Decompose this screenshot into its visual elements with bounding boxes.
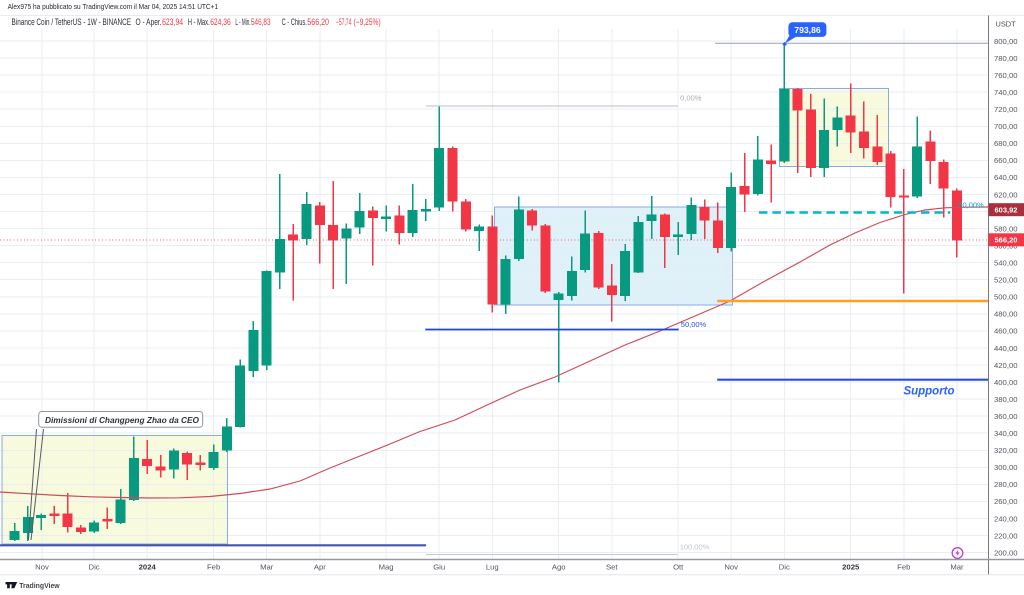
svg-text:(−9,25%): (−9,25%) — [354, 17, 381, 27]
svg-text:420,00: 420,00 — [994, 361, 1018, 370]
svg-text:−57,74: −57,74 — [336, 17, 352, 27]
svg-text:640,00: 640,00 — [994, 173, 1018, 182]
svg-text:TradingView: TradingView — [19, 583, 60, 590]
svg-text:O - Aper.: O - Aper. — [136, 17, 162, 27]
svg-text:800,00: 800,00 — [994, 37, 1018, 46]
svg-text:300,00: 300,00 — [994, 463, 1018, 472]
svg-text:720,00: 720,00 — [994, 105, 1018, 114]
svg-text:700,00: 700,00 — [994, 122, 1018, 131]
svg-text:2025: 2025 — [842, 562, 860, 571]
svg-text:2024: 2024 — [139, 562, 157, 571]
svg-text:Mar: Mar — [260, 562, 274, 571]
svg-text:USDT: USDT — [996, 19, 1017, 28]
svg-text:240,00: 240,00 — [994, 514, 1018, 523]
svg-text:0,00%: 0,00% — [680, 93, 702, 102]
svg-text:C - Chius.: C - Chius. — [282, 17, 307, 27]
svg-text:H - Max.: H - Max. — [188, 17, 210, 27]
svg-text:540,00: 540,00 — [994, 259, 1018, 268]
svg-text:260,00: 260,00 — [994, 497, 1018, 506]
svg-text:Ott: Ott — [673, 562, 684, 571]
svg-text:Set: Set — [606, 562, 618, 571]
svg-text:620,00: 620,00 — [994, 190, 1018, 199]
svg-text:400,00: 400,00 — [994, 378, 1018, 387]
svg-text:Giu: Giu — [433, 562, 445, 571]
svg-text:580,00: 580,00 — [994, 224, 1018, 233]
svg-text:793,86: 793,86 — [794, 25, 821, 35]
svg-text:500,00: 500,00 — [994, 293, 1018, 302]
svg-text:360,00: 360,00 — [994, 412, 1018, 421]
svg-text:Feb: Feb — [207, 562, 220, 571]
svg-text:480,00: 480,00 — [994, 310, 1018, 319]
svg-text:Dic: Dic — [89, 562, 100, 571]
svg-text:Lug: Lug — [486, 562, 499, 571]
svg-text:Supporto: Supporto — [903, 386, 954, 398]
svg-text:Nov: Nov — [35, 562, 49, 571]
svg-text:Ago: Ago — [552, 562, 566, 571]
svg-text:200,00: 200,00 — [994, 548, 1018, 557]
svg-text:Mag: Mag — [379, 562, 394, 571]
svg-text:603,92: 603,92 — [995, 206, 1018, 215]
svg-text:220,00: 220,00 — [994, 531, 1018, 540]
svg-text:624,36: 624,36 — [210, 17, 231, 27]
svg-text:100,00%: 100,00% — [680, 543, 710, 552]
svg-text:Dic: Dic — [779, 562, 790, 571]
svg-text:566,20: 566,20 — [995, 236, 1018, 245]
svg-text:680,00: 680,00 — [994, 139, 1018, 148]
svg-text:Dimissioni di Changpeng Zhao d: Dimissioni di Changpeng Zhao da CEO — [45, 415, 200, 425]
svg-text:440,00: 440,00 — [994, 344, 1018, 353]
svg-text:320,00: 320,00 — [994, 446, 1018, 455]
svg-text:546,83: 546,83 — [251, 17, 271, 27]
svg-text:Mar: Mar — [950, 562, 964, 571]
svg-text:Binance Coin / TetherUS - 1W -: Binance Coin / TetherUS - 1W - BINANCE — [12, 17, 132, 27]
svg-text:50,00%: 50,00% — [681, 320, 707, 329]
svg-text:L - Min.: L - Min. — [235, 17, 250, 27]
svg-text:Nov: Nov — [724, 562, 738, 571]
svg-text:760,00: 760,00 — [994, 71, 1018, 80]
svg-text:Feb: Feb — [897, 562, 910, 571]
svg-text:Alex975 ha pubblicato su Tradi: Alex975 ha pubblicato su TradingView.com… — [8, 2, 219, 11]
svg-text:566,20: 566,20 — [307, 17, 329, 27]
svg-text:50,00%: 50,00% — [958, 201, 984, 210]
svg-text:740,00: 740,00 — [994, 88, 1018, 97]
svg-text:780,00: 780,00 — [994, 54, 1018, 63]
svg-text:520,00: 520,00 — [994, 276, 1018, 285]
svg-text:380,00: 380,00 — [994, 395, 1018, 404]
svg-text:660,00: 660,00 — [994, 156, 1018, 165]
svg-text:460,00: 460,00 — [994, 327, 1018, 336]
svg-text:280,00: 280,00 — [994, 480, 1018, 489]
svg-text:340,00: 340,00 — [994, 429, 1018, 438]
svg-text:623,94: 623,94 — [162, 17, 183, 27]
svg-text:Apr: Apr — [314, 562, 326, 571]
